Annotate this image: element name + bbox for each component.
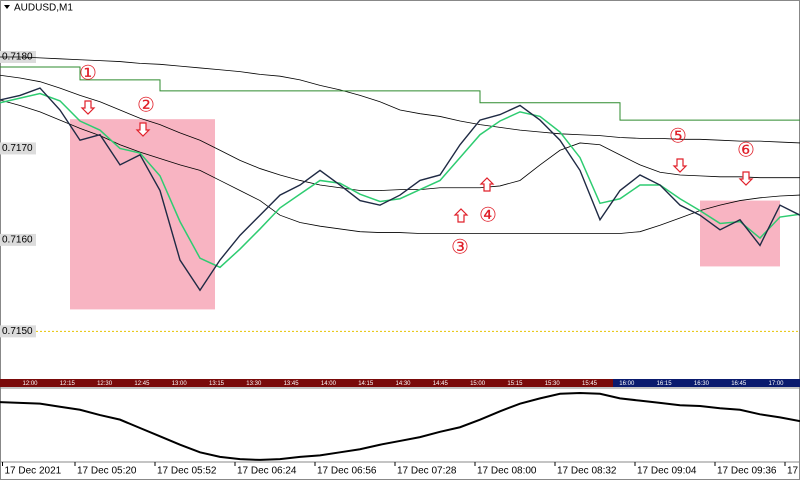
annotation: ③ xyxy=(451,235,469,259)
x-tick-label: 17 Dec 07:28 xyxy=(397,466,457,477)
x-tick-label: 17 D xyxy=(787,466,800,477)
series-line xyxy=(0,56,800,144)
y-tick xyxy=(0,142,36,155)
y-tick xyxy=(0,325,36,338)
time-bar-label: 15:45 xyxy=(582,381,598,387)
time-bar-label: 12:45 xyxy=(134,381,150,387)
time-bar-label: 14:30 xyxy=(395,381,411,387)
annotation: ① xyxy=(79,61,97,85)
time-bar-label: 17:00 xyxy=(768,381,784,387)
time-bar: 12:00 12:15 12:30 12:45 13:00 13:15 13:30 13:45… xyxy=(0,379,800,387)
series-line xyxy=(0,99,800,234)
time-bar-label: 15:15 xyxy=(507,381,523,387)
time-bar-label: 15:00 xyxy=(470,381,486,387)
time-bar-label: 16:45 xyxy=(731,381,747,387)
time-bar-segment xyxy=(0,379,613,387)
annotation: ⑥ xyxy=(737,138,755,162)
oscillator-line xyxy=(0,392,800,461)
time-bar-label: 12:15 xyxy=(60,381,76,387)
time-bar-label: 15:30 xyxy=(545,381,561,387)
time-bar-label: 14:45 xyxy=(433,381,449,387)
menu-arrow xyxy=(4,5,10,9)
time-bar-label: 14:00 xyxy=(321,381,337,387)
arrow xyxy=(453,208,469,223)
y-tick-label: 0.7170 xyxy=(2,143,33,154)
x-tick-label: 17 Dec 08:32 xyxy=(557,466,617,477)
time-bar-label: 13:00 xyxy=(172,381,188,387)
time-bar-label: 12:00 xyxy=(22,381,38,387)
series-line xyxy=(0,66,800,121)
x-tick-label: 17 Dec 09:36 xyxy=(717,466,777,477)
time-bar-segment xyxy=(613,379,800,387)
time-bar-label: 13:30 xyxy=(246,381,262,387)
x-tick-label: 17 Dec 08:00 xyxy=(477,466,537,477)
time-bar-label: 13:15 xyxy=(209,381,225,387)
x-tick-label: 17 Dec 06:24 xyxy=(237,466,297,477)
arrow xyxy=(479,177,495,192)
time-bar-label: 13:45 xyxy=(284,381,300,387)
series-line xyxy=(0,74,800,191)
time-bar-label: 16:00 xyxy=(619,381,635,387)
arrow xyxy=(672,158,688,173)
zone xyxy=(70,119,215,310)
annotation: ④ xyxy=(479,203,497,227)
arrow xyxy=(80,100,96,115)
x-tick-label: 17 Dec 05:20 xyxy=(77,466,137,477)
time-bar-label: 16:30 xyxy=(694,381,710,387)
series-line xyxy=(0,87,800,292)
annotation: ⑤ xyxy=(669,124,687,148)
chart-title: AUDUSD,M1 xyxy=(14,3,73,14)
arrow xyxy=(738,171,754,186)
y-tick-label: 0.7150 xyxy=(2,326,33,337)
annotation: ② xyxy=(137,93,155,117)
x-tick-label: 17 Dec 2021 xyxy=(5,466,62,477)
y-tick-label: 0.7160 xyxy=(2,235,33,246)
time-bar-label: 14:15 xyxy=(358,381,374,387)
arrow xyxy=(135,122,151,137)
series-line xyxy=(0,92,800,269)
x-tick-label: 17 Dec 09:04 xyxy=(637,466,697,477)
time-bar-label: 12:30 xyxy=(97,381,113,387)
x-tick-label: 17 Dec 06:56 xyxy=(317,466,377,477)
y-tick xyxy=(0,233,36,246)
x-tick-label: 17 Dec 05:52 xyxy=(157,466,217,477)
zone xyxy=(700,200,780,267)
time-bar-label: 16:15 xyxy=(657,381,673,387)
